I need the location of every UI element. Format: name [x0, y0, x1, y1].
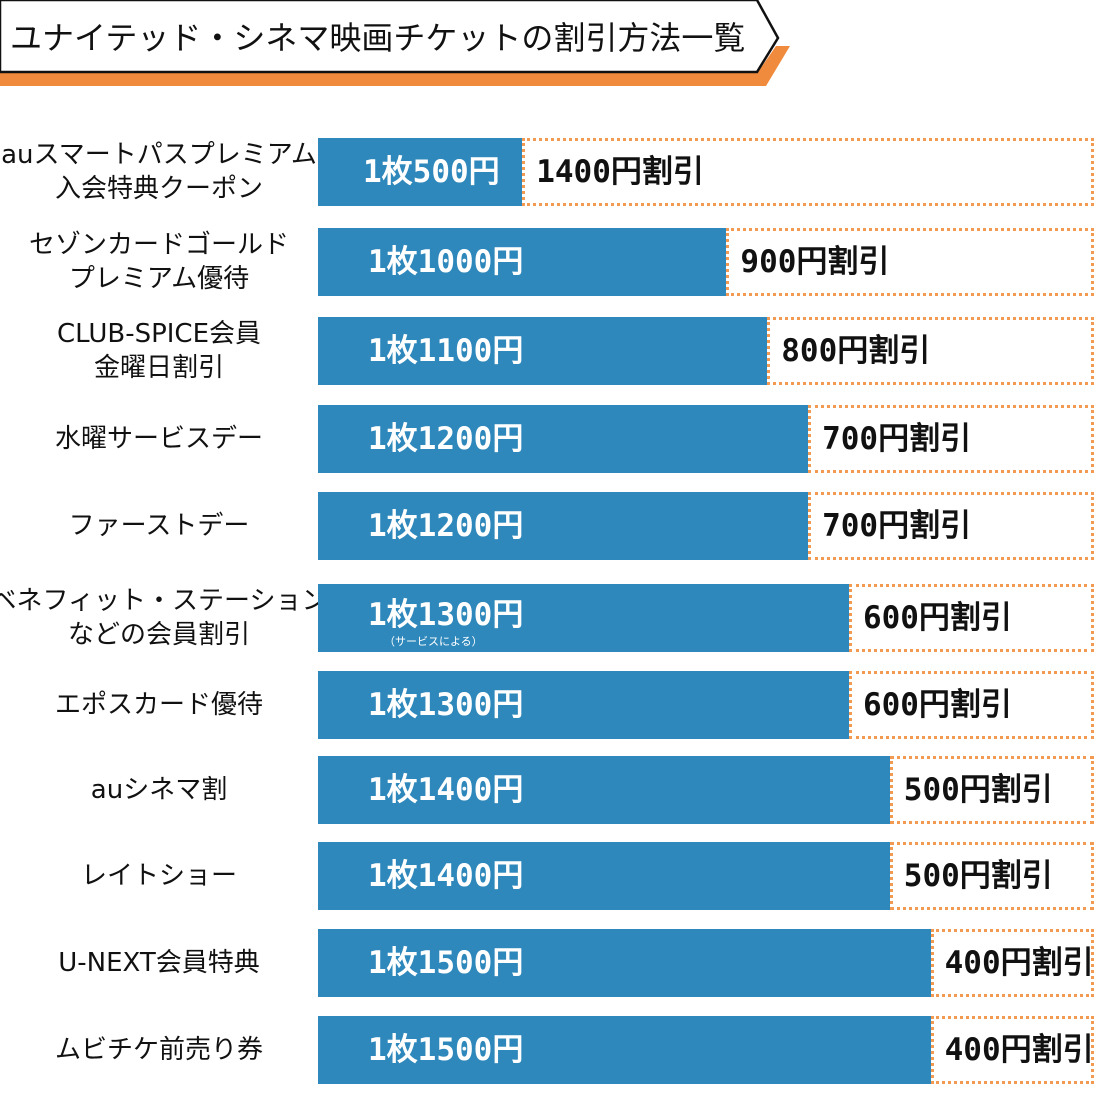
- category-label: エポスカード優待: [0, 671, 318, 739]
- category-label-line: プレミアム優待: [68, 264, 250, 294]
- discount-label: 500円割引: [903, 772, 1053, 808]
- discount-label: 1400円割引: [536, 154, 704, 190]
- discount-segment: [522, 138, 1094, 206]
- category-label: ファーストデー: [0, 492, 318, 560]
- category-label: セゾンカードゴールド プレミアム優待: [0, 228, 318, 296]
- price-bar: [318, 842, 890, 910]
- category-label-line: 金曜日割引: [93, 353, 224, 383]
- discount-segment: [889, 842, 1094, 910]
- discount-segment: [767, 317, 1094, 385]
- category-label-line: レイトショー: [80, 861, 237, 891]
- discount-segment: [808, 492, 1094, 560]
- price-note: （サービスによる）: [384, 635, 483, 648]
- category-label: レイトショー: [0, 842, 318, 910]
- price-label: 1枚1200円: [368, 508, 524, 544]
- discount-segment: [930, 929, 1094, 997]
- price-label: 1枚1300円: [368, 687, 524, 723]
- category-label-line: CLUB-SPICE会員: [56, 319, 262, 349]
- title-banner-accent: [0, 46, 790, 86]
- category-label-line: セゾンカードゴールド: [28, 230, 289, 260]
- discount-segment: [889, 756, 1094, 824]
- category-label-line: ムビチケ前売り券: [54, 1035, 263, 1065]
- category-label: CLUB-SPICE会員 金曜日割引: [0, 317, 318, 385]
- price-label: 1枚1200円: [368, 421, 524, 457]
- category-label-line: エポスカード優待: [54, 690, 263, 720]
- price-label: 1枚500円: [363, 154, 500, 190]
- discount-segment: [848, 671, 1094, 739]
- discount-label: 400円割引: [944, 1032, 1094, 1068]
- price-label: 1枚1400円: [368, 858, 524, 894]
- category-label-line: U-NEXT会員特典: [58, 948, 260, 978]
- price-label: 1枚1400円: [368, 772, 524, 808]
- price-label: 1枚1000円: [368, 244, 524, 280]
- discount-segment: [726, 228, 1094, 296]
- category-label: ベネフィット・ステーションなどの会員割引: [0, 584, 327, 652]
- price-bar: [318, 756, 890, 824]
- discount-label: 600円割引: [862, 600, 1012, 636]
- discount-label: 800円割引: [781, 333, 931, 369]
- discount-label: 600円割引: [862, 687, 1012, 723]
- discount-label: 900円割引: [740, 244, 890, 280]
- discount-segment: [808, 405, 1094, 473]
- price-label: 1枚1500円: [368, 945, 524, 981]
- price-bar: [318, 671, 849, 739]
- title-banner: [0, 0, 790, 86]
- price-bar: [318, 584, 849, 652]
- price-label: 1枚1100円: [368, 333, 524, 369]
- category-label-line: ベネフィット・ステーション: [0, 586, 328, 616]
- discount-label: 400円割引: [944, 945, 1094, 981]
- chart-title: ユナイテッド・シネマ映画チケットの割引方法一覧: [10, 19, 746, 57]
- category-label: auシネマ割: [0, 756, 318, 824]
- price-bar: [318, 138, 523, 206]
- discount-label: 700円割引: [822, 508, 972, 544]
- discount-label: 500円割引: [903, 858, 1053, 894]
- category-label-line: などの会員割引: [67, 620, 250, 650]
- price-bar: [318, 1016, 931, 1084]
- discount-segment: [848, 584, 1094, 652]
- category-label: auスマートパスプレミアム 入会特典クーポン: [0, 138, 318, 206]
- title-banner-box: [0, 0, 780, 74]
- category-label-line: 水曜サービスデー: [54, 424, 263, 454]
- discount-segment: [930, 1016, 1094, 1084]
- discount-label: 700円割引: [822, 421, 972, 457]
- price-bar: [318, 929, 931, 997]
- category-label-line: auシネマ割: [90, 775, 228, 805]
- price-bar: [318, 405, 809, 473]
- price-label: 1枚1500円: [368, 1032, 524, 1068]
- price-bar: [318, 228, 727, 296]
- category-label-line: auスマートパスプレミアム: [1, 140, 317, 170]
- category-label-line: 入会特典クーポン: [54, 174, 263, 204]
- category-label: U-NEXT会員特典: [0, 929, 318, 997]
- category-label-line: ファーストデー: [68, 511, 250, 541]
- price-label: 1枚1300円: [368, 597, 524, 633]
- category-label: 水曜サービスデー: [0, 405, 318, 473]
- price-bar: [318, 317, 768, 385]
- category-label: ムビチケ前売り券: [0, 1016, 318, 1084]
- price-bar: [318, 492, 809, 560]
